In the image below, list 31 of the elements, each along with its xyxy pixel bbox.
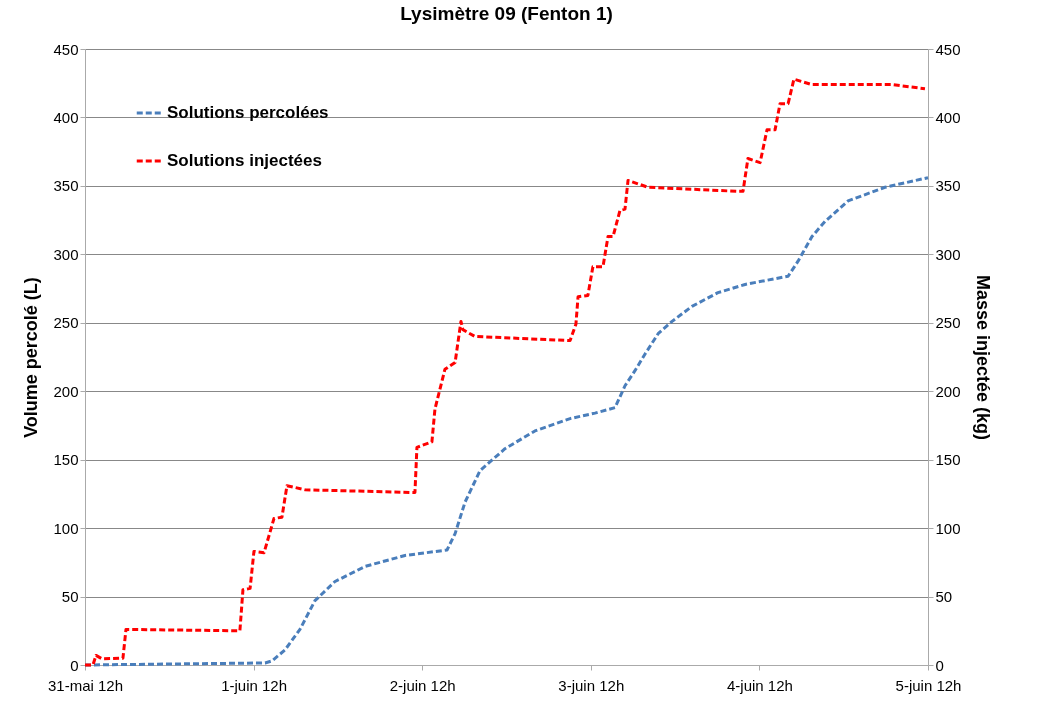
- y-tick-label: 250: [53, 314, 79, 332]
- x-tick-label: 3-juin 12h: [558, 676, 625, 694]
- y2-tick-label: 450: [935, 40, 961, 58]
- y-tick-label: 450: [53, 40, 79, 58]
- y2-tick-label: 50: [935, 588, 953, 606]
- y2-axis-title: Masse injectée (kg): [972, 274, 993, 441]
- x-tick-label: 5-juin 12h: [895, 676, 962, 694]
- y2-tick-label: 350: [935, 177, 961, 195]
- y-tick-label: 50: [61, 588, 79, 606]
- x-tick-label: 4-juin 12h: [726, 676, 793, 694]
- y-tick-label: 200: [53, 382, 79, 400]
- y2-tick-label: 150: [935, 451, 961, 469]
- y2-tick-label: 100: [935, 519, 961, 537]
- y-tick-label: 300: [53, 245, 79, 263]
- y-tick-label: 150: [53, 451, 79, 469]
- y2-tick-label: 250: [935, 314, 961, 332]
- chart-title: Lysimètre 09 (Fenton 1): [400, 3, 613, 24]
- y-tick-label: 100: [53, 519, 79, 537]
- y2-tick-label: 0: [935, 656, 944, 674]
- legend-label: Solutions injectées: [167, 151, 322, 170]
- y2-tick-label: 400: [935, 108, 961, 126]
- x-tick-label: 31-mai 12h: [47, 676, 124, 694]
- y-axis-title: Volume percolé (L): [21, 277, 42, 438]
- x-tick-label: 1-juin 12h: [221, 676, 288, 694]
- legend-label: Solutions percolées: [167, 103, 329, 122]
- y-tick-label: 0: [70, 656, 79, 674]
- y2-tick-label: 200: [935, 382, 961, 400]
- y-tick-label: 350: [53, 177, 79, 195]
- y2-tick-label: 300: [935, 245, 961, 263]
- y-tick-label: 400: [53, 108, 79, 126]
- x-tick-label: 2-juin 12h: [389, 676, 456, 694]
